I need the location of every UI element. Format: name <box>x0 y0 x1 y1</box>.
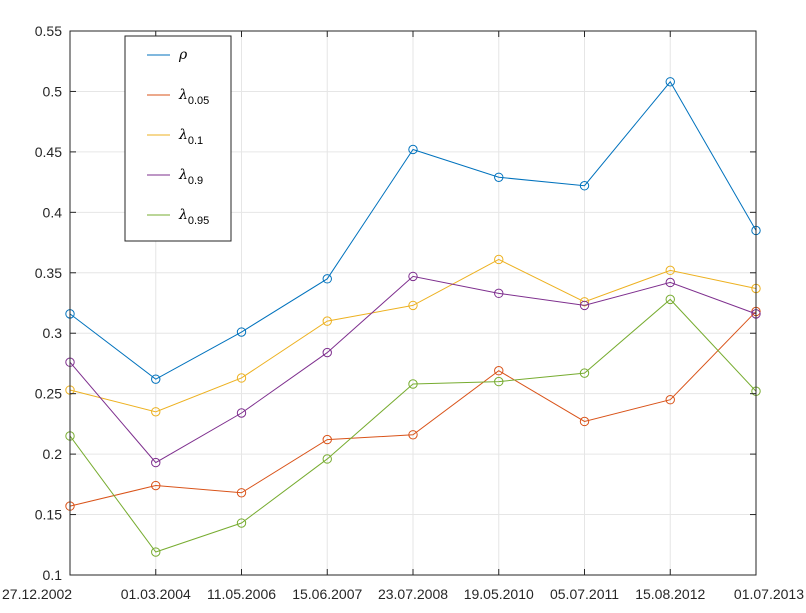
series-line <box>69 298 757 553</box>
data-point-marker <box>665 265 675 276</box>
x-tick-label: 01.03.2004 <box>121 586 191 602</box>
legend-box <box>124 35 232 242</box>
series-layer <box>65 77 761 557</box>
y-tick-label: 0.4 <box>43 204 63 220</box>
data-point-marker <box>236 518 247 528</box>
y-tick-label: 0.2 <box>43 446 63 462</box>
data-point-marker <box>494 288 504 299</box>
series-line <box>69 311 757 507</box>
data-point-marker <box>579 297 590 307</box>
data-point-marker <box>494 172 504 182</box>
series-1 <box>65 306 761 511</box>
data-point-marker <box>408 271 418 282</box>
x-tick-label: 01.07.2013 <box>734 586 804 602</box>
legend-label-subscript: 0.95 <box>188 215 209 227</box>
data-point-marker <box>236 373 247 383</box>
legend-label: ρ <box>178 47 188 63</box>
data-point-marker <box>408 300 418 311</box>
series-line <box>69 275 757 464</box>
y-tick-label: 0.1 <box>43 567 63 583</box>
axis-ticks: 0.1 0.15 0.2 0.25 0.3 0.35 0.4 0.45 0.5 0.55 27.12… <box>2 23 804 602</box>
y-tick-label: 0.45 <box>35 144 62 160</box>
data-point-marker <box>151 374 161 384</box>
data-point-marker <box>494 376 504 387</box>
series-line <box>69 80 757 380</box>
data-point-marker <box>236 408 247 418</box>
x-tick-label: 15.06.2007 <box>292 586 362 602</box>
x-tick-label: 19.05.2010 <box>464 586 534 602</box>
data-point-marker <box>322 316 332 326</box>
y-tick-label: 0.25 <box>35 386 62 402</box>
data-point-marker <box>151 407 161 417</box>
y-tick-label: 0.5 <box>43 83 63 99</box>
data-point-marker <box>579 300 590 311</box>
data-point-marker <box>579 368 590 378</box>
data-point-marker <box>408 379 418 389</box>
data-point-marker <box>322 347 332 358</box>
y-tick-label: 0.15 <box>35 507 62 523</box>
x-tick-label: 27.12.2002 <box>2 586 72 602</box>
series-3 <box>65 271 761 468</box>
legend-label-subscript: 0.9 <box>188 175 203 187</box>
data-point-marker <box>579 416 590 427</box>
legend-label-subscript: 0.05 <box>188 95 209 107</box>
data-point-marker <box>408 144 418 155</box>
data-point-marker <box>494 254 504 265</box>
x-tick-label: 11.05.2006 <box>207 586 276 602</box>
data-point-marker <box>322 434 332 445</box>
legend-label-subscript: 0.1 <box>188 135 203 147</box>
x-tick-label: 05.07.2011 <box>550 586 619 602</box>
y-tick-label: 0.3 <box>43 325 63 341</box>
data-point-marker <box>236 488 247 498</box>
y-tick-label: 0.35 <box>35 265 62 281</box>
data-point-marker <box>322 454 332 464</box>
data-point-marker <box>151 457 161 468</box>
data-point-marker <box>494 365 504 376</box>
data-point-marker <box>665 294 675 305</box>
data-point-marker <box>236 327 247 337</box>
x-tick-label: 15.08.2012 <box>635 586 705 602</box>
data-point-marker <box>665 277 675 288</box>
data-point-marker <box>665 77 675 87</box>
data-point-marker <box>408 430 418 440</box>
data-point-marker <box>579 181 590 191</box>
data-point-marker <box>665 395 675 405</box>
y-tick-label: 0.55 <box>35 23 62 39</box>
data-point-marker <box>151 480 161 491</box>
series-line <box>69 258 757 413</box>
data-point-marker <box>151 547 161 557</box>
data-point-marker <box>322 274 332 284</box>
x-tick-label: 23.07.2008 <box>378 586 448 602</box>
